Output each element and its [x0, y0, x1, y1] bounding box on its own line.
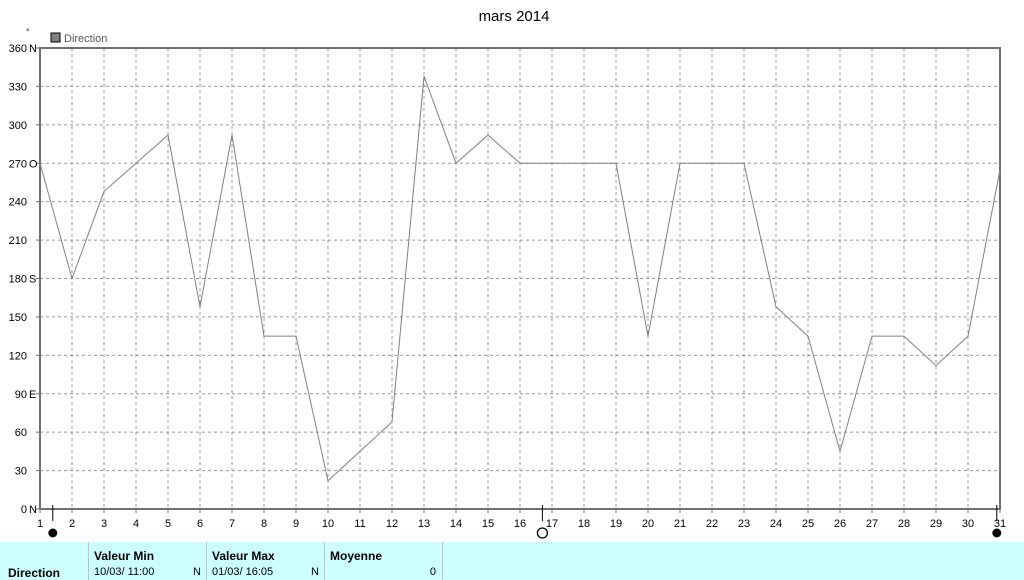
- new-moon-icon: [992, 528, 1002, 538]
- x-tick-label: 26: [834, 518, 846, 530]
- x-tick-label: 7: [229, 518, 235, 530]
- y-tick-label: 300: [9, 120, 27, 132]
- stats-mean-header: Moyenne: [330, 549, 383, 563]
- x-tick-label: 18: [578, 518, 590, 530]
- statistics-panel: Direction Valeur Min 10/03/ 11:00 N Vale…: [0, 542, 1024, 580]
- x-tick-label: 24: [770, 518, 782, 530]
- stats-row-label: Direction: [8, 566, 61, 580]
- y-tick-label: 150: [9, 312, 27, 324]
- stats-max-value: 01/03/ 16:05: [212, 566, 274, 578]
- x-tick-label: 31: [994, 518, 1006, 530]
- x-tick-label: 21: [674, 518, 686, 530]
- x-tick-label: 4: [133, 518, 139, 530]
- x-tick-label: 2: [69, 518, 75, 530]
- x-tick-label: 25: [802, 518, 814, 530]
- y-tick-label: 30: [15, 466, 27, 478]
- x-tick-label: 30: [962, 518, 974, 530]
- y-tick-direction-label: N: [29, 43, 37, 55]
- moon-phase-markers: [48, 505, 1002, 539]
- x-tick-label: 16: [514, 518, 526, 530]
- stats-min-value: 10/03/ 11:00: [94, 566, 155, 578]
- x-tick-label: 22: [706, 518, 718, 530]
- x-tick-label: 19: [610, 518, 622, 530]
- stats-min-header: Valeur Min: [94, 549, 155, 563]
- x-tick-label: 5: [165, 518, 171, 530]
- legend: Direction: [50, 32, 107, 45]
- x-tick-label: 3: [101, 518, 107, 530]
- y-tick-label: 240: [9, 197, 27, 209]
- stats-mean-column: Moyenne 0: [324, 542, 443, 580]
- y-axis-unit-label: °: [26, 27, 30, 37]
- x-tick-label: 8: [261, 518, 267, 530]
- x-tick-label: 20: [642, 518, 654, 530]
- y-tick-label: 330: [9, 81, 27, 93]
- y-tick-label: 60: [15, 427, 27, 439]
- x-tick-label: 28: [898, 518, 910, 530]
- grid: [40, 48, 1000, 509]
- x-tick-label: 1: [37, 518, 43, 530]
- x-tick-label: 11: [354, 518, 365, 530]
- new-moon-icon: [48, 528, 58, 538]
- x-tick-label: 29: [930, 518, 942, 530]
- x-axis: 1 2 3 4 5 6 7 8 9 10 11 12 13 14 15 16 17 18 19 20 21 22 23 24 2…: [37, 509, 1006, 530]
- series-line-direction: [39, 76, 1001, 482]
- stats-max-header: Valeur Max: [212, 549, 275, 563]
- series-direction: [39, 76, 1001, 482]
- x-tick-label: 12: [386, 518, 398, 530]
- x-tick-label: 17: [546, 518, 558, 530]
- x-tick-label: 13: [418, 518, 430, 530]
- legend-swatch: [50, 32, 61, 43]
- y-tick-direction-label: E: [29, 389, 36, 401]
- stats-max-unit: N: [311, 566, 319, 578]
- full-moon-icon: [536, 527, 549, 539]
- y-tick-label: 270: [9, 158, 27, 170]
- y-tick-direction-label: S: [29, 274, 36, 286]
- y-tick-label: 90: [15, 389, 27, 401]
- x-tick-label: 9: [293, 518, 299, 530]
- chart-title: mars 2014: [479, 8, 550, 25]
- y-tick-label: 210: [9, 235, 27, 247]
- stats-max-column: Valeur Max 01/03/ 16:05 N: [206, 542, 325, 580]
- x-tick-label: 27: [866, 518, 878, 530]
- stats-min-column: Valeur Min 10/03/ 11:00 N: [88, 542, 207, 580]
- y-tick-direction-label: N: [29, 504, 37, 516]
- y-tick-direction-label: O: [29, 158, 38, 170]
- x-tick-label: 23: [738, 518, 750, 530]
- legend-label-direction: Direction: [64, 33, 107, 45]
- y-tick-label: 360: [9, 43, 27, 55]
- y-tick-label: 120: [9, 350, 27, 362]
- y-tick-label: 0: [21, 504, 27, 516]
- x-tick-label: 6: [197, 518, 203, 530]
- y-tick-label: 180: [9, 274, 27, 286]
- stats-mean-unit: 0: [429, 566, 436, 578]
- x-tick-label: 15: [482, 518, 494, 530]
- stats-min-unit: N: [193, 566, 201, 578]
- x-tick-label: 14: [450, 518, 462, 530]
- x-tick-label: 10: [322, 518, 334, 530]
